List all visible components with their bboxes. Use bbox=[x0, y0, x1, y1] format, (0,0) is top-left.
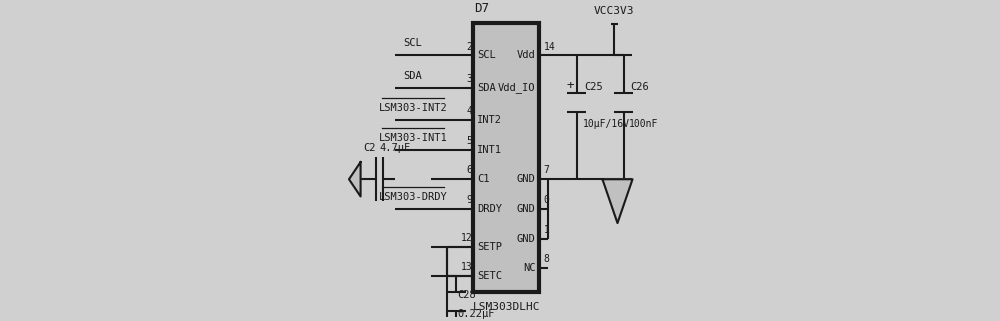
Text: 3: 3 bbox=[466, 74, 472, 84]
Text: C1: C1 bbox=[477, 174, 490, 184]
Text: SETP: SETP bbox=[477, 242, 502, 252]
Text: C26: C26 bbox=[631, 82, 649, 91]
Text: 7: 7 bbox=[544, 166, 549, 176]
Text: D7: D7 bbox=[474, 2, 489, 15]
Bar bbox=[473, 23, 539, 292]
Text: 4.7μF: 4.7μF bbox=[379, 143, 411, 153]
Text: 1: 1 bbox=[544, 225, 549, 235]
Text: 9: 9 bbox=[466, 195, 472, 205]
Text: GND: GND bbox=[517, 233, 535, 244]
Text: NC: NC bbox=[523, 263, 535, 273]
Text: 12: 12 bbox=[460, 233, 472, 243]
Text: 5: 5 bbox=[466, 136, 472, 146]
Text: LSM303-DRDY: LSM303-DRDY bbox=[379, 192, 447, 202]
Text: 4: 4 bbox=[466, 106, 472, 116]
Text: C28: C28 bbox=[458, 290, 476, 300]
Text: SDA: SDA bbox=[404, 71, 422, 81]
Text: 6: 6 bbox=[466, 166, 472, 176]
Text: 13: 13 bbox=[460, 263, 472, 273]
Text: DRDY: DRDY bbox=[477, 204, 502, 214]
Text: LSM303-INT2: LSM303-INT2 bbox=[379, 103, 447, 113]
Text: SCL: SCL bbox=[477, 50, 496, 60]
Text: 0: 0 bbox=[544, 195, 549, 205]
Text: 100nF: 100nF bbox=[628, 119, 658, 129]
Text: C25: C25 bbox=[585, 82, 603, 91]
Text: SDA: SDA bbox=[477, 82, 496, 93]
Text: VCC3V3: VCC3V3 bbox=[594, 6, 635, 16]
Text: C2: C2 bbox=[363, 143, 376, 153]
Polygon shape bbox=[602, 179, 633, 223]
Text: Vdd: Vdd bbox=[517, 50, 535, 60]
Text: LSM303DLHC: LSM303DLHC bbox=[473, 301, 540, 311]
Text: INT2: INT2 bbox=[477, 115, 502, 125]
Text: SETC: SETC bbox=[477, 271, 502, 281]
Polygon shape bbox=[349, 162, 361, 196]
Text: 0.22μF: 0.22μF bbox=[458, 309, 495, 319]
Text: 2: 2 bbox=[466, 41, 472, 52]
Text: 14: 14 bbox=[544, 41, 555, 52]
Text: GND: GND bbox=[517, 174, 535, 184]
Text: Vdd_IO: Vdd_IO bbox=[498, 82, 535, 93]
Text: 10μF/16V: 10μF/16V bbox=[582, 119, 629, 129]
Text: 8: 8 bbox=[544, 255, 549, 265]
Text: INT1: INT1 bbox=[477, 145, 502, 155]
Text: SCL: SCL bbox=[404, 39, 422, 48]
Text: LSM303-INT1: LSM303-INT1 bbox=[379, 133, 447, 143]
Text: GND: GND bbox=[517, 204, 535, 214]
Text: +: + bbox=[566, 79, 574, 91]
